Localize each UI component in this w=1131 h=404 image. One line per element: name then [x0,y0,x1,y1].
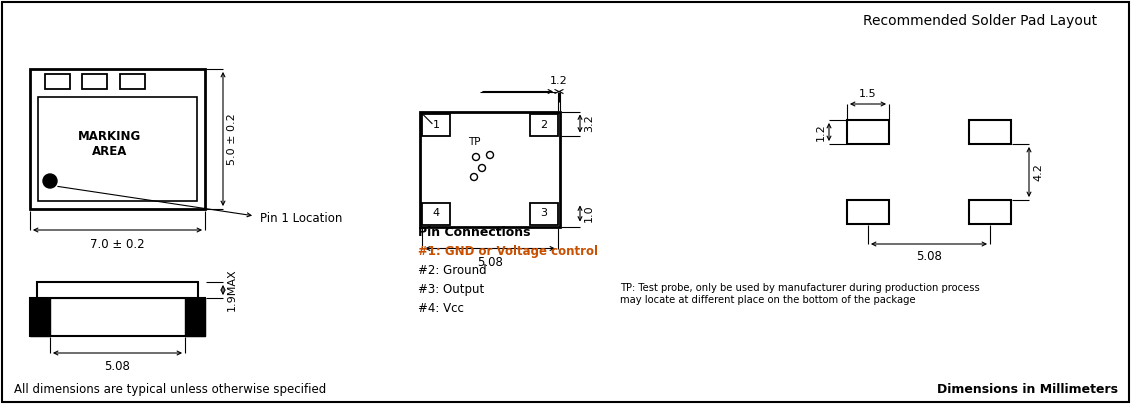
Text: 1.9MAX: 1.9MAX [227,269,238,311]
Text: #2: Ground: #2: Ground [418,264,486,277]
Bar [422,202,450,225]
Bar [31,298,50,336]
Bar [83,74,107,89]
Bar [120,74,145,89]
Bar [422,114,450,135]
Text: 1.5: 1.5 [860,89,877,99]
Bar [969,120,1011,144]
Bar [530,202,558,225]
Text: 2: 2 [541,120,547,130]
Text: Pin Connections: Pin Connections [418,226,530,239]
Bar [31,298,205,336]
Bar [969,200,1011,224]
Text: All dimensions are typical unless otherwise specified: All dimensions are typical unless otherw… [14,383,326,396]
Text: Recommended Solder Pad Layout: Recommended Solder Pad Layout [863,14,1097,28]
Text: 5.0 ± 0.2: 5.0 ± 0.2 [227,113,238,165]
Text: #3: Output: #3: Output [418,283,484,296]
Text: Dimensions in Millimeters: Dimensions in Millimeters [936,383,1119,396]
Bar [38,97,197,201]
Text: 3.2: 3.2 [584,115,594,133]
Text: 1.2: 1.2 [815,123,826,141]
Text: Pin 1 Location: Pin 1 Location [260,212,343,225]
Text: 5.08: 5.08 [104,360,130,373]
Text: #1: GND or Voltage control: #1: GND or Voltage control [418,245,598,258]
Text: 5.08: 5.08 [477,255,503,269]
Text: 3: 3 [541,208,547,219]
Bar [45,74,70,89]
Text: 7.0 ± 0.2: 7.0 ± 0.2 [90,238,145,251]
Text: 4.2: 4.2 [1033,163,1043,181]
Bar [31,69,205,209]
Bar [847,120,889,144]
Bar [530,114,558,135]
Bar [37,282,198,298]
Bar [847,200,889,224]
Text: 1: 1 [432,120,440,130]
Text: MARKING
AREA: MARKING AREA [78,130,141,158]
Text: 4: 4 [432,208,440,219]
Circle shape [43,174,57,188]
Bar [420,112,560,227]
Bar [185,298,205,336]
Text: #4: Vcc: #4: Vcc [418,302,464,315]
Text: TP: TP [468,137,481,147]
Text: TP: Test probe, only be used by manufacturer during production process
may locat: TP: Test probe, only be used by manufact… [620,283,979,305]
Text: 1.0: 1.0 [584,205,594,222]
Text: 5.08: 5.08 [916,250,942,263]
Text: 1.2: 1.2 [550,76,568,86]
